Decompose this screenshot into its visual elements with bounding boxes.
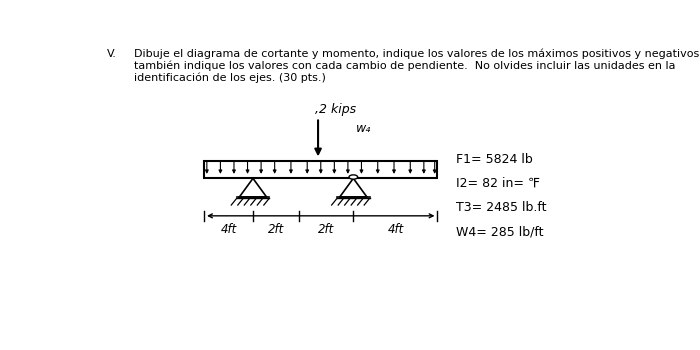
Text: 2ft: 2ft <box>318 223 335 236</box>
Text: también indique los valores con cada cambio de pendiente.  No olvides incluir la: también indique los valores con cada cam… <box>134 61 675 71</box>
Text: W4= 285 lb/ft: W4= 285 lb/ft <box>456 225 544 238</box>
Text: T3= 2485 lb.ft: T3= 2485 lb.ft <box>456 201 547 214</box>
Text: V.: V. <box>106 49 116 59</box>
Bar <box>204 161 438 178</box>
Text: w₄: w₄ <box>356 122 371 135</box>
Text: 4ft: 4ft <box>388 223 404 236</box>
Text: F1= 5824 lb: F1= 5824 lb <box>456 153 533 166</box>
Text: ,2 kips: ,2 kips <box>315 103 356 116</box>
Text: 2ft: 2ft <box>268 223 284 236</box>
Text: identificación de los ejes. (30 pts.): identificación de los ejes. (30 pts.) <box>134 73 326 84</box>
Text: Dibuje el diagrama de cortante y momento, indique los valores de los máximos pos: Dibuje el diagrama de cortante y momento… <box>134 49 700 59</box>
Circle shape <box>349 175 358 179</box>
Text: I2= 82 in= ℉: I2= 82 in= ℉ <box>456 177 540 190</box>
Text: 4ft: 4ft <box>220 223 237 236</box>
